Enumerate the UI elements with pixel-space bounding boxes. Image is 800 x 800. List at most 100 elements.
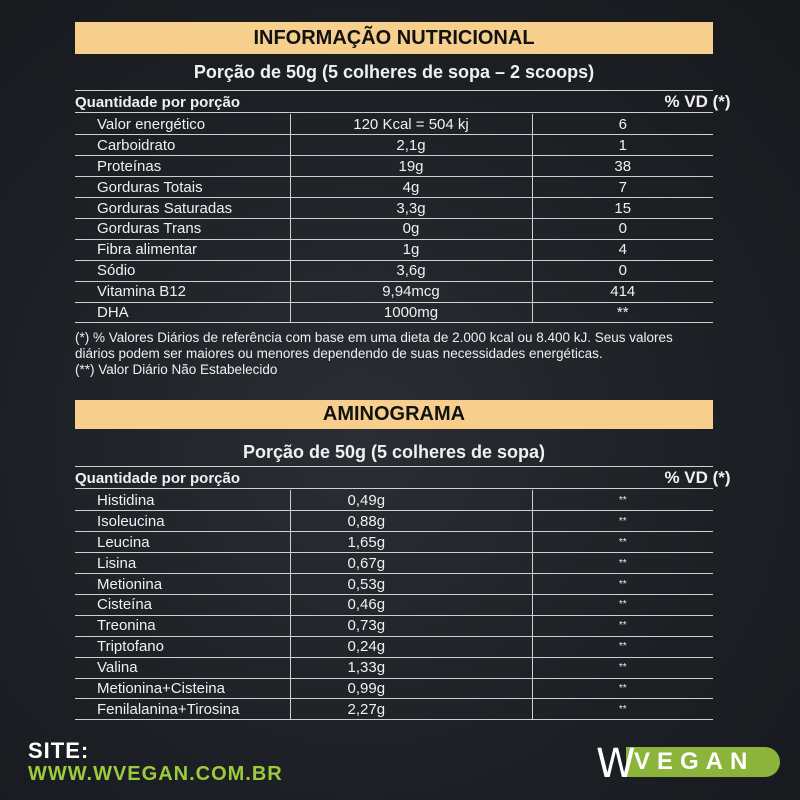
amount: 0,67g xyxy=(290,552,533,575)
amount: 0,88g xyxy=(290,510,533,533)
amount: 9,94mcg xyxy=(290,281,533,303)
daily-value: ** xyxy=(532,573,713,595)
daily-value: ** xyxy=(532,490,713,512)
amount: 3,3g xyxy=(290,197,533,219)
daily-value: ** xyxy=(532,552,713,575)
table-row: Metionina+Cisteina 0,99g ** xyxy=(75,678,713,700)
nutrient-name: Fibra alimentar xyxy=(75,239,291,261)
daily-value: ** xyxy=(532,678,713,700)
nutrient-name: Sódio xyxy=(75,260,291,282)
amount: 0,49g xyxy=(290,490,533,512)
daily-value: 4 xyxy=(532,239,713,261)
nutrient-name: Gorduras Trans xyxy=(75,218,291,240)
nutrient-name: Isoleucina xyxy=(75,510,291,533)
nutrition-title: INFORMAÇÃO NUTRICIONAL xyxy=(75,22,713,54)
nutrient-name: Treonina xyxy=(75,615,291,637)
nutrient-name: Gorduras Saturadas xyxy=(75,197,291,219)
nutrient-name: Histidina xyxy=(75,490,291,512)
nutrient-name: Vitamina B12 xyxy=(75,281,291,303)
table-row: Metionina 0,53g ** xyxy=(75,573,713,595)
table-row: Gorduras Saturadas 3,3g 15 xyxy=(75,197,713,219)
table-row: Lisina 0,67g ** xyxy=(75,552,713,575)
table-row: Isoleucina 0,88g ** xyxy=(75,510,713,533)
daily-value: ** xyxy=(532,657,713,679)
amount: 0,46g xyxy=(290,594,533,616)
nutrient-name: Leucina xyxy=(75,531,291,554)
amino-portion: Porção de 50g (5 colheres de sopa) xyxy=(242,442,546,462)
note-nd: (**) Valor Diário Não Estabelecido xyxy=(75,362,278,377)
daily-value: ** xyxy=(532,510,713,533)
table-row: Cisteína 0,46g ** xyxy=(75,594,713,616)
nutrient-name: Cisteína xyxy=(75,594,291,616)
nutrient-name: DHA xyxy=(75,302,291,324)
site-label: SITE: xyxy=(28,738,90,763)
qty-header: Quantidade por porção xyxy=(75,470,241,487)
table-row: DHA 1000mg ** xyxy=(75,302,713,324)
table-row: Treonina 0,73g ** xyxy=(75,615,713,637)
amount: 2,1g xyxy=(290,134,533,157)
table-row: Sódio 3,6g 0 xyxy=(75,260,713,282)
table-row: Triptofano 0,24g ** xyxy=(75,636,713,658)
amino-table: Histidina 0,49g ** Isoleucina 0,88g ** Leucina… xyxy=(75,490,713,721)
amount: 1,65g xyxy=(290,531,533,554)
nutrient-name: Valor energético xyxy=(75,114,291,136)
wvegan-logo: VEGAN W xyxy=(596,741,780,787)
daily-value: 414 xyxy=(532,281,713,303)
amount: 1g xyxy=(290,239,533,261)
nutrition-portion: Porção de 50g (5 colheres de sopa – 2 sc… xyxy=(193,62,595,82)
daily-value: 1 xyxy=(532,134,713,157)
logo-pill: VEGAN xyxy=(626,747,780,777)
vd-header: % VD (*) xyxy=(664,92,731,111)
nutrition-notes: (*) % Valores Diários de referência com … xyxy=(75,330,715,378)
amount: 0,73g xyxy=(290,615,533,637)
daily-value: ** xyxy=(532,636,713,658)
daily-value: 6 xyxy=(532,114,713,136)
nutrient-name: Gorduras Totais xyxy=(75,176,291,199)
table-row: Valina 1,33g ** xyxy=(75,657,713,679)
amount: 0g xyxy=(290,218,533,240)
amount: 19g xyxy=(290,155,533,178)
table-row: Leucina 1,65g ** xyxy=(75,531,713,554)
vd-header: % VD (*) xyxy=(664,468,731,487)
table-row: Histidina 0,49g ** xyxy=(75,490,713,512)
nutrition-header: Quantidade por porção % VD (*) xyxy=(75,90,731,113)
table-row: Gorduras Trans 0g 0 xyxy=(75,218,713,240)
table-row: Valor energético 120 Kcal = 504 kj 6 xyxy=(75,114,713,136)
daily-value: ** xyxy=(532,594,713,616)
qty-header: Quantidade por porção xyxy=(75,94,241,111)
amount: 0,53g xyxy=(290,573,533,595)
amount: 3,6g xyxy=(290,260,533,282)
amino-header: Quantidade por porção % VD (*) xyxy=(75,466,731,489)
daily-value: 0 xyxy=(532,218,713,240)
table-row: Proteínas 19g 38 xyxy=(75,155,713,178)
daily-value: 15 xyxy=(532,197,713,219)
nutrient-name: Lisina xyxy=(75,552,291,575)
table-row: Carboidrato 2,1g 1 xyxy=(75,134,713,157)
amount: 0,99g xyxy=(290,678,533,700)
daily-value: 38 xyxy=(532,155,713,178)
nutrient-name: Carboidrato xyxy=(75,134,291,157)
daily-value: ** xyxy=(532,615,713,637)
amount: 1000mg xyxy=(290,302,533,324)
table-row: Fibra alimentar 1g 4 xyxy=(75,239,713,261)
table-row: Gorduras Totais 4g 7 xyxy=(75,176,713,199)
amount: 120 Kcal = 504 kj xyxy=(290,114,533,136)
nutrient-name: Metionina xyxy=(75,573,291,595)
nutrition-table: Valor energético 120 Kcal = 504 kj 6 Carboi… xyxy=(75,114,713,324)
note-vd: (*) % Valores Diários de referência com … xyxy=(75,330,673,361)
nutrient-name: Fenilalanina+Tirosina xyxy=(75,698,291,721)
daily-value: ** xyxy=(532,698,713,721)
table-row: Fenilalanina+Tirosina 2,27g ** xyxy=(75,698,713,721)
daily-value: 7 xyxy=(532,176,713,199)
site-url[interactable]: WWW.WVEGAN.COM.BR xyxy=(28,763,283,785)
amount: 4g xyxy=(290,176,533,199)
amount: 0,24g xyxy=(290,636,533,658)
amount: 2,27g xyxy=(290,698,533,721)
nutrient-name: Proteínas xyxy=(75,155,291,178)
nutrient-name: Metionina+Cisteina xyxy=(75,678,291,700)
nutrient-name: Valina xyxy=(75,657,291,679)
nutrient-name: Triptofano xyxy=(75,636,291,658)
logo-w: W xyxy=(596,741,635,787)
amount: 1,33g xyxy=(290,657,533,679)
daily-value: 0 xyxy=(532,260,713,282)
